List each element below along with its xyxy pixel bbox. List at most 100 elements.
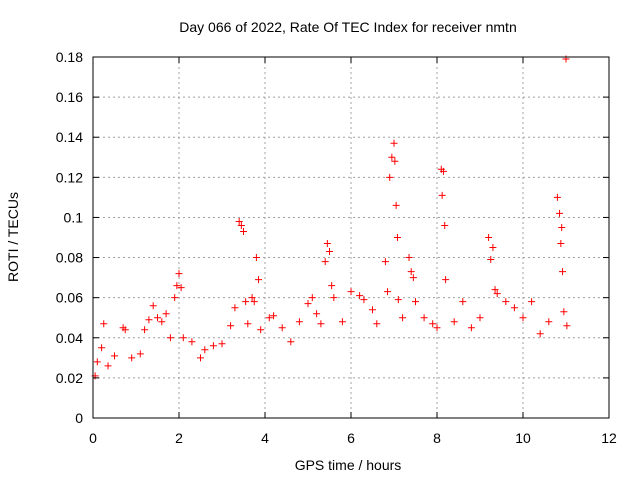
data-point bbox=[557, 240, 565, 248]
x-tick-label: 6 bbox=[347, 430, 355, 446]
y-tick-label: 0.04 bbox=[56, 330, 83, 346]
y-axis-label: ROTI / TECUs bbox=[5, 192, 21, 282]
y-tick-label: 0.16 bbox=[56, 89, 83, 105]
data-point bbox=[201, 346, 209, 354]
data-point bbox=[399, 314, 407, 322]
data-point bbox=[270, 312, 278, 320]
data-point bbox=[317, 320, 325, 328]
data-point bbox=[393, 234, 401, 241]
data-point bbox=[409, 274, 417, 282]
data-point bbox=[369, 306, 376, 314]
data-point bbox=[493, 290, 501, 298]
data-point bbox=[347, 288, 355, 296]
y-tick-label: 0.08 bbox=[56, 250, 83, 266]
data-point bbox=[476, 314, 484, 322]
data-point bbox=[295, 318, 303, 326]
data-point bbox=[304, 300, 312, 308]
data-point bbox=[391, 157, 399, 165]
data-point bbox=[188, 338, 196, 346]
data-point bbox=[433, 324, 441, 332]
data-point bbox=[338, 318, 346, 326]
y-tick-label: 0.06 bbox=[56, 290, 83, 306]
data-point bbox=[278, 324, 286, 332]
data-point bbox=[93, 358, 101, 366]
data-point bbox=[209, 342, 217, 350]
data-point bbox=[545, 318, 553, 326]
data-point bbox=[250, 298, 258, 306]
data-point bbox=[257, 326, 265, 334]
data-point bbox=[98, 344, 106, 352]
y-tick-label: 0.14 bbox=[56, 129, 83, 145]
data-point bbox=[177, 284, 185, 292]
data-point bbox=[553, 193, 561, 201]
y-tick-label: 0 bbox=[75, 410, 83, 426]
data-point bbox=[491, 286, 499, 294]
data-point bbox=[179, 334, 187, 342]
x-tick-label: 2 bbox=[175, 430, 183, 446]
data-point bbox=[231, 304, 239, 312]
data-point bbox=[489, 244, 497, 252]
data-point bbox=[255, 276, 263, 284]
data-point bbox=[442, 276, 450, 284]
data-point bbox=[392, 201, 400, 209]
data-point bbox=[556, 209, 564, 217]
data-point bbox=[330, 294, 338, 302]
data-point bbox=[390, 139, 398, 147]
grid bbox=[93, 57, 609, 418]
data-point bbox=[386, 173, 394, 181]
data-point bbox=[104, 362, 112, 370]
data-point bbox=[394, 296, 402, 304]
x-tick-label: 10 bbox=[515, 430, 531, 446]
data-point bbox=[240, 227, 247, 235]
x-tick-label: 8 bbox=[433, 430, 441, 446]
x-tick-label: 0 bbox=[89, 430, 97, 446]
data-point bbox=[154, 314, 161, 322]
data-point bbox=[388, 153, 396, 161]
data-point bbox=[429, 320, 437, 328]
data-point bbox=[265, 314, 273, 322]
data-point bbox=[487, 256, 495, 264]
data-point bbox=[563, 322, 571, 330]
data-point bbox=[244, 320, 252, 328]
x-tick-labels: 0 2 4 6 8 10 12 bbox=[89, 430, 617, 446]
data-point bbox=[381, 258, 389, 266]
data-point bbox=[149, 302, 157, 310]
data-point bbox=[158, 318, 166, 326]
data-point bbox=[528, 298, 536, 306]
data-point bbox=[536, 330, 544, 338]
data-point bbox=[173, 282, 181, 290]
data-point bbox=[560, 308, 568, 316]
data-point bbox=[308, 294, 316, 302]
x-tick-label: 12 bbox=[601, 430, 617, 446]
data-point bbox=[175, 270, 183, 278]
data-point bbox=[171, 294, 179, 302]
data-point bbox=[438, 191, 446, 199]
data-point bbox=[321, 258, 329, 266]
data-point bbox=[510, 304, 518, 312]
data-point bbox=[485, 234, 493, 241]
data-point bbox=[141, 326, 149, 334]
data-point bbox=[439, 167, 447, 175]
x-axis-label: GPS time / hours bbox=[295, 457, 402, 473]
data-point bbox=[450, 318, 458, 326]
y-tick-label: 0.1 bbox=[64, 209, 84, 225]
data-points bbox=[91, 55, 571, 380]
data-point bbox=[237, 221, 245, 229]
data-point bbox=[326, 248, 333, 256]
data-point bbox=[502, 298, 510, 306]
y-tick-label: 0.02 bbox=[56, 370, 83, 386]
data-point bbox=[328, 282, 336, 290]
data-point bbox=[242, 298, 250, 306]
data-point bbox=[227, 322, 235, 330]
x-tick-label: 4 bbox=[261, 430, 269, 446]
chart-title: Day 066 of 2022, Rate Of TEC Index for r… bbox=[179, 19, 516, 35]
data-point bbox=[384, 288, 392, 296]
data-point bbox=[100, 320, 108, 328]
data-point bbox=[248, 294, 256, 302]
data-point bbox=[407, 268, 415, 276]
data-point bbox=[441, 221, 449, 229]
data-point bbox=[121, 326, 129, 334]
data-point bbox=[166, 334, 174, 342]
data-point bbox=[197, 354, 204, 362]
